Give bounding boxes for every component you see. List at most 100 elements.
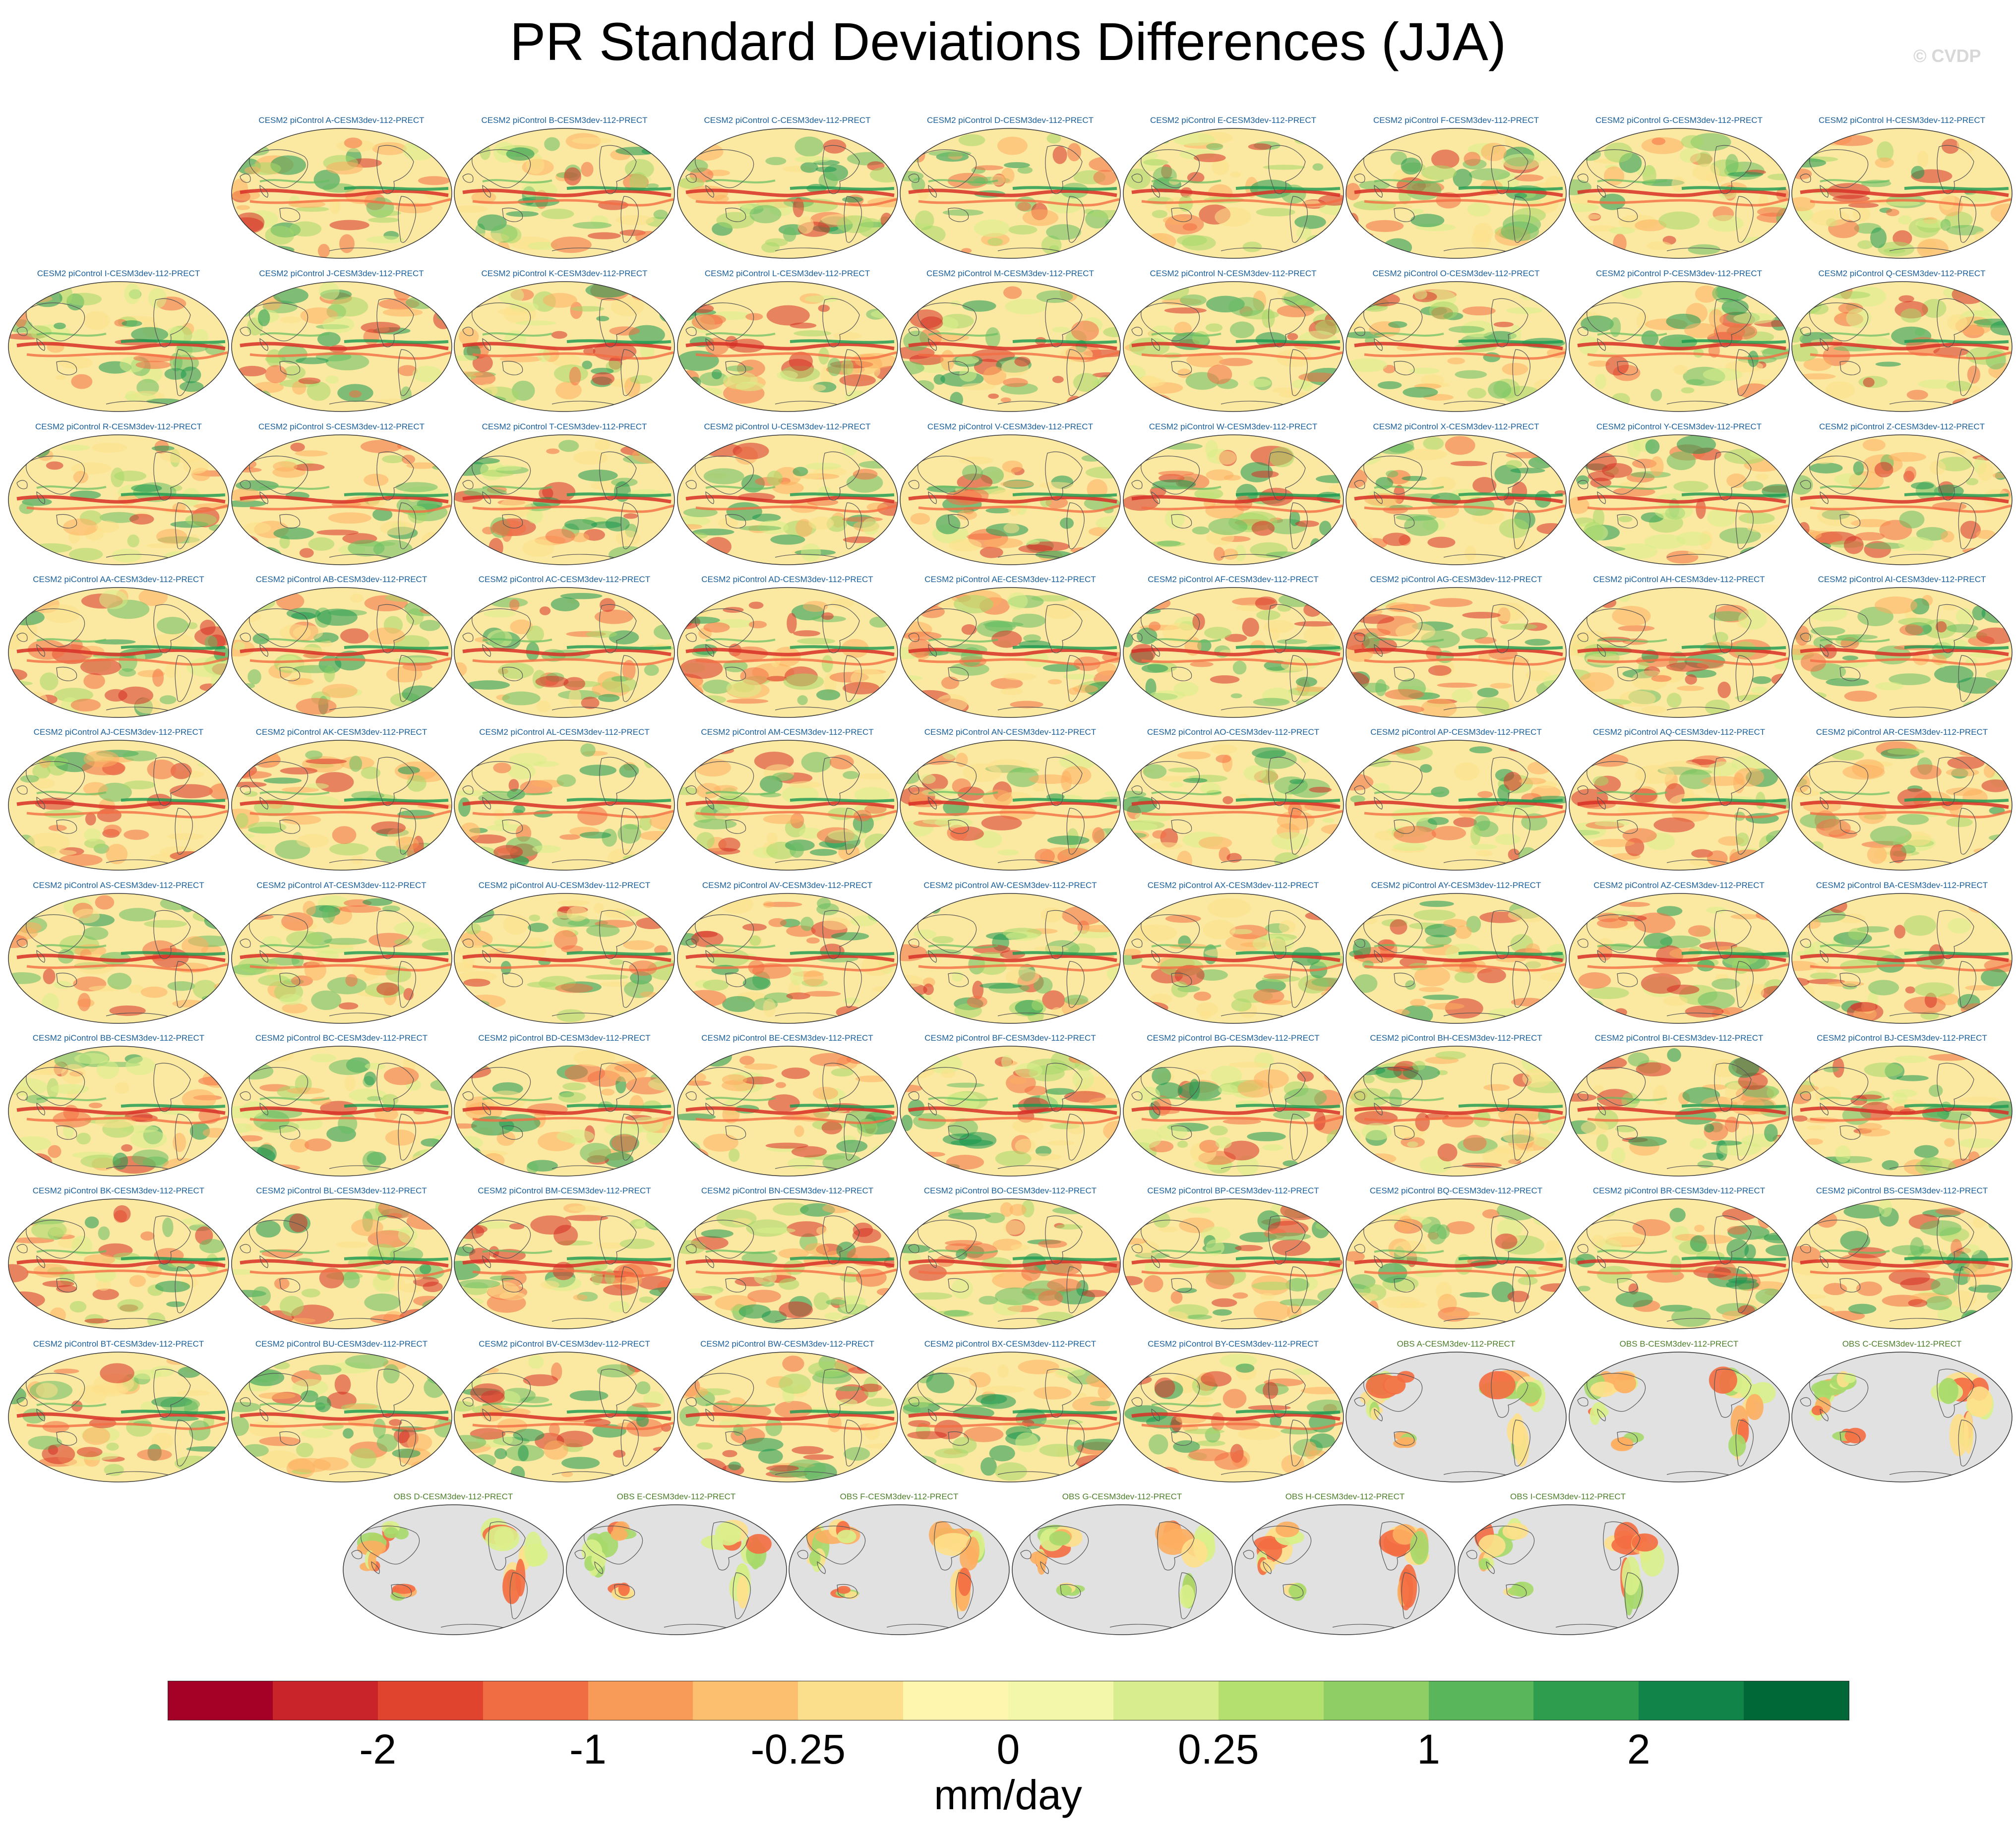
tropical-wet-band xyxy=(1681,951,1786,956)
anomaly-blob xyxy=(1977,238,2012,248)
coastline xyxy=(1268,451,1306,501)
tropical-wet-band xyxy=(1904,186,2009,191)
coastline xyxy=(1066,808,1085,855)
anomaly-blob xyxy=(1898,617,1934,626)
anomaly-blob xyxy=(900,893,933,913)
anomaly-blob xyxy=(1407,1141,1418,1147)
map-panel: CESM2 piControl AX-CESM3dev-112-PRECT xyxy=(1122,880,1345,1024)
anomaly-blob xyxy=(824,1312,843,1320)
anomaly-blob xyxy=(1522,1068,1551,1088)
map-robinson xyxy=(454,893,675,1024)
map-border xyxy=(1791,1046,2013,1177)
coastline xyxy=(997,247,1063,252)
coastline xyxy=(844,961,862,1008)
anomaly-blob xyxy=(1898,295,1914,302)
anomaly-blob xyxy=(718,518,738,529)
coastline xyxy=(908,1244,919,1253)
anomaly-blob xyxy=(1149,842,1182,850)
anomaly-blob xyxy=(679,524,702,530)
tropical-dry-band xyxy=(1354,188,1563,197)
anomaly-blob xyxy=(148,288,167,308)
anomaly-blob xyxy=(586,924,620,937)
anomaly-blob xyxy=(1176,1288,1197,1294)
coastline xyxy=(398,1114,416,1161)
anomaly-blob xyxy=(1955,608,1973,625)
anomaly-blob xyxy=(1427,817,1449,825)
anomaly-blob xyxy=(1832,750,1864,761)
anomaly-blob xyxy=(1596,1134,1608,1152)
tropical-band xyxy=(249,504,451,513)
panel-title: CESM2 piControl AG-CESM3dev-112-PRECT xyxy=(1370,575,1542,584)
anomaly-blob xyxy=(1067,1122,1085,1134)
anomaly-blob xyxy=(166,1301,185,1307)
anomaly-blob xyxy=(1207,898,1251,918)
coastline xyxy=(1809,608,1869,648)
tropical-band xyxy=(1810,657,2012,666)
anomaly-blob xyxy=(1886,200,1921,206)
tropical-band xyxy=(1810,504,2012,513)
anomaly-blob xyxy=(1960,746,1990,755)
anomaly-blob xyxy=(1798,985,1815,1006)
coastline xyxy=(917,302,977,342)
anomaly-blob xyxy=(1137,1086,1160,1103)
anomaly-blob xyxy=(419,1263,431,1275)
coastline xyxy=(329,1318,394,1323)
anomaly-blob xyxy=(1404,449,1448,461)
anomaly-blob xyxy=(251,1286,271,1306)
map-robinson xyxy=(454,434,675,565)
anomaly-blob xyxy=(1668,793,1708,813)
anomaly-blob xyxy=(920,293,937,298)
anomaly-blob xyxy=(97,808,122,823)
anomaly-blob xyxy=(1801,692,1827,700)
map-robinson xyxy=(1791,434,2013,565)
tropical-wet-band xyxy=(1235,798,1340,803)
anomaly-blob xyxy=(639,815,652,831)
map-panel: CESM2 piControl D-CESM3dev-112-PRECT xyxy=(899,115,1122,259)
anomaly-blob xyxy=(1518,1276,1538,1285)
coastline xyxy=(239,785,251,795)
anomaly-blob xyxy=(745,313,763,321)
anomaly-blob xyxy=(701,245,727,252)
anomaly-blob xyxy=(1351,1088,1390,1107)
anomaly-blob xyxy=(526,625,544,643)
coastline xyxy=(376,757,414,806)
anomaly-blob xyxy=(789,842,804,858)
anomaly-blob xyxy=(995,1150,1032,1167)
anomaly-blob xyxy=(99,512,139,523)
coastline xyxy=(844,808,862,855)
tropical-dry-band xyxy=(685,342,895,351)
anomaly-blob xyxy=(1577,1286,1590,1292)
map-robinson xyxy=(676,740,898,871)
map-robinson xyxy=(8,587,229,718)
anomaly-blob xyxy=(711,369,722,379)
tropical-band xyxy=(1587,1268,1789,1277)
coastline xyxy=(1713,757,1752,806)
coastline xyxy=(1800,785,1811,795)
anomaly-blob xyxy=(1609,227,1635,235)
anomaly-blob xyxy=(1228,1062,1268,1068)
map-robinson xyxy=(1345,281,1567,412)
anomaly-blob xyxy=(328,512,371,524)
panel-title: CESM2 piControl AT-CESM3dev-112-PRECT xyxy=(256,881,427,890)
anomaly-blob xyxy=(418,176,450,185)
anomaly-blob xyxy=(208,851,229,858)
anomaly-blob xyxy=(1124,169,1151,189)
anomaly-blob xyxy=(420,137,444,148)
anomaly-blob xyxy=(455,697,474,712)
anomaly-blob xyxy=(1594,820,1630,827)
coastline xyxy=(1363,456,1423,495)
anomaly-blob xyxy=(54,981,72,989)
anomaly-blob xyxy=(1215,755,1231,763)
coastline xyxy=(1577,480,1588,489)
map-border xyxy=(1345,1046,1567,1177)
tropical-dry-band xyxy=(908,648,1117,656)
panel-title: CESM2 piControl BL-CESM3dev-112-PRECT xyxy=(256,1186,427,1195)
anomaly-blob xyxy=(122,750,157,762)
anomaly-blob xyxy=(1234,544,1246,562)
anomaly-blob xyxy=(1589,477,1611,488)
panel-title: CESM2 piControl BA-CESM3dev-112-PRECT xyxy=(1816,881,1988,890)
anomaly-blob xyxy=(1537,845,1566,859)
map-robinson xyxy=(1345,434,1567,565)
anomaly-blob xyxy=(1372,783,1390,794)
anomaly-blob xyxy=(643,747,656,769)
